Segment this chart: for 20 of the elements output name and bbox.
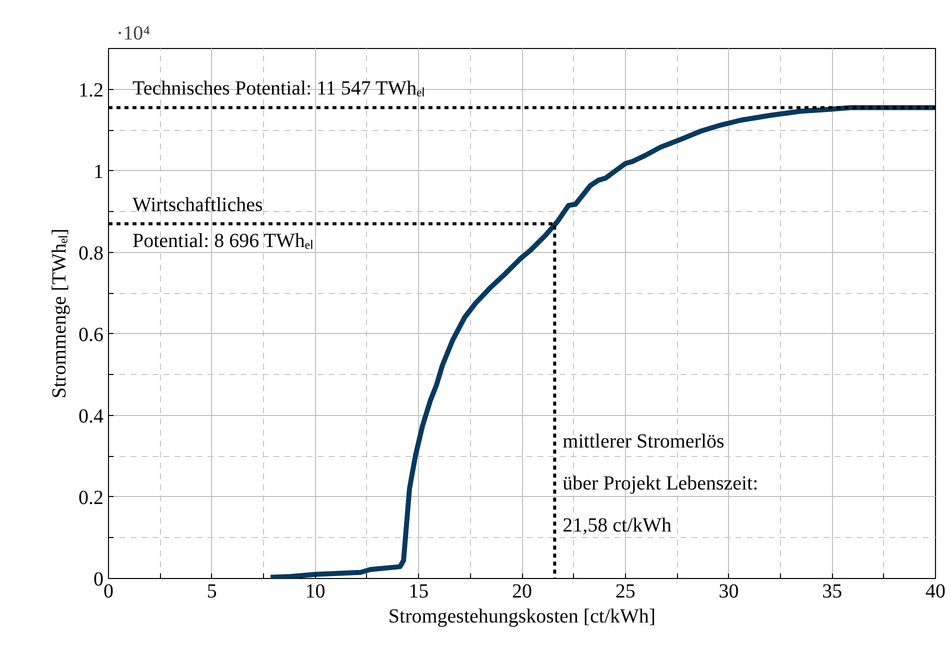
- y-tick-label: 1: [94, 160, 104, 183]
- annotation: mittlerer Stromerlös über Projekt Lebenszeit: 21,58 ct/kWh: [562, 430, 758, 536]
- x-tick-label: 10: [305, 580, 326, 602]
- x-tick-label: 40: [926, 580, 946, 602]
- y-tick-label: 0.2: [78, 486, 104, 509]
- x-tick-label: 20: [512, 580, 532, 602]
- x-tick-label: 5: [206, 580, 217, 602]
- x-tick-label: 35: [822, 580, 842, 602]
- y-tick-label: 0.4: [78, 405, 104, 428]
- y-tick-label: 0.6: [78, 324, 104, 346]
- x-tick-label: 25: [615, 580, 636, 602]
- y-axis-title: Strommenge [TWhₑₗ]: [48, 228, 70, 398]
- y-tick-label: 1.2: [78, 79, 104, 102]
- y-tick-label: 0.8: [78, 242, 104, 264]
- x-axis-title: Stromgestehungskosten [ct/kWh]: [388, 606, 656, 628]
- annotation: Technisches Potential: 11 547 TWhₑₗ: [132, 78, 425, 100]
- text: ·10⁴: [116, 22, 150, 44]
- x-tick-label: 15: [408, 580, 429, 602]
- x-tick-label: 30: [718, 580, 739, 602]
- annotation: Wirtschaftliches Potential: 8 696 TWhₑₗ: [132, 194, 314, 252]
